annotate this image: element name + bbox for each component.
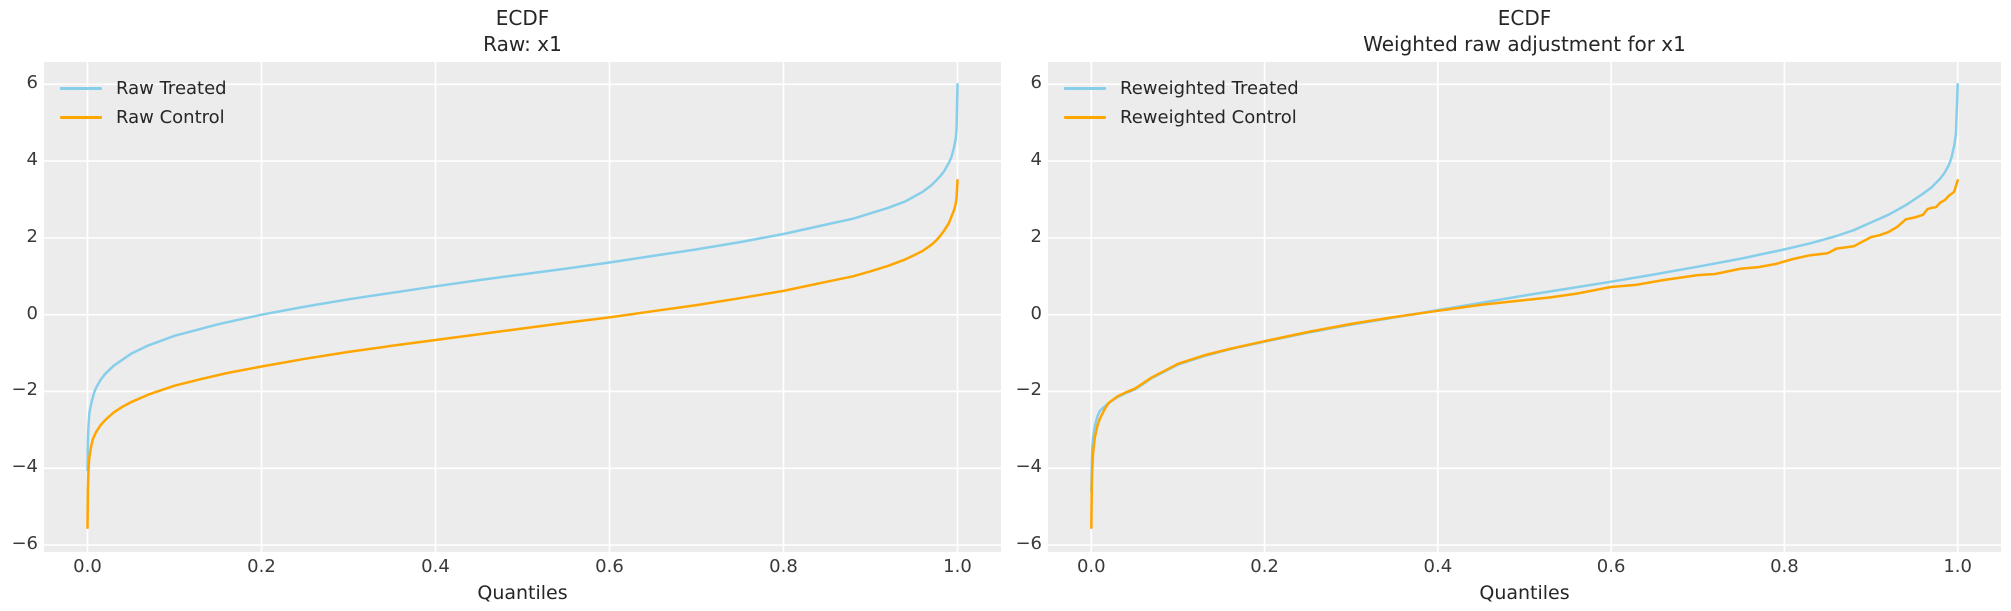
legend-label: Raw Control [116, 107, 225, 128]
x-tick-label: 0.6 [1596, 556, 1626, 577]
ecdf-plot-canvas [1048, 62, 2001, 552]
legend-line-swatch [1064, 87, 1106, 90]
y-tick-label: −2 [1015, 379, 1042, 401]
legend-item: Raw Control [60, 103, 227, 132]
y-tick-label: 0 [26, 302, 38, 324]
y-tick-label: −4 [11, 456, 38, 478]
y-tick-label: −6 [1015, 533, 1042, 555]
ecdf-plot-canvas [44, 62, 1001, 552]
panel-title-block: ECDF Weighted raw adjustment for x1 [1048, 5, 2001, 57]
legend-line-swatch [60, 87, 102, 90]
panel-subtitle: Weighted raw adjustment for x1 [1363, 32, 1686, 56]
y-tick-label: 6 [26, 72, 38, 94]
x-tick-label: 0.4 [1423, 556, 1453, 577]
panel-title: ECDF [495, 6, 550, 30]
series-line-raw-control [86, 179, 959, 530]
x-tick-label: 0.8 [1770, 556, 1799, 577]
y-tick-label: 6 [1030, 72, 1042, 94]
legend: Raw Treated Raw Control [60, 74, 227, 132]
y-tick-label: 4 [26, 149, 38, 171]
x-tick-label: 0.6 [595, 556, 624, 577]
panel-subtitle: Raw: x1 [483, 32, 562, 56]
x-tick-label: 0.0 [73, 556, 102, 577]
x-axis-label: Quantiles [477, 582, 568, 604]
x-tick-label: 0.2 [1250, 556, 1279, 577]
x-axis-label: Quantiles [1479, 582, 1570, 604]
legend-line-swatch [60, 116, 102, 119]
panel-title-block: ECDF Raw: x1 [44, 5, 1001, 57]
legend-line-swatch [1064, 116, 1106, 119]
legend: Reweighted Treated Reweighted Control [1064, 74, 1299, 132]
y-tick-label: 4 [1030, 149, 1042, 171]
legend-label: Reweighted Control [1120, 107, 1297, 128]
x-tick-label: 0.8 [769, 556, 798, 577]
plot-area [44, 62, 1001, 552]
series-line-raw-treated [86, 83, 959, 472]
legend-item: Raw Treated [60, 74, 227, 103]
x-tick-label: 1.0 [943, 556, 972, 577]
x-tick-label: 0.0 [1076, 556, 1106, 577]
series-line-reweighted-control [1090, 179, 1959, 530]
legend-label: Raw Treated [116, 78, 227, 99]
series-line-reweighted-treated [1090, 83, 1959, 493]
x-tick-label: 1.0 [1943, 556, 1972, 577]
panel-title: ECDF [1497, 6, 1552, 30]
y-tick-label: 2 [1030, 225, 1042, 247]
y-tick-label: −4 [1015, 456, 1042, 478]
legend-item: Reweighted Control [1064, 103, 1299, 132]
x-tick-label: 0.4 [421, 556, 450, 577]
y-tick-label: −2 [11, 379, 38, 401]
y-tick-label: 2 [26, 225, 38, 247]
x-tick-label: 0.2 [247, 556, 276, 577]
plot-area [1048, 62, 2001, 552]
legend-item: Reweighted Treated [1064, 74, 1299, 103]
y-tick-label: 0 [1030, 302, 1042, 324]
legend-label: Reweighted Treated [1120, 78, 1299, 99]
y-tick-label: −6 [11, 533, 38, 555]
